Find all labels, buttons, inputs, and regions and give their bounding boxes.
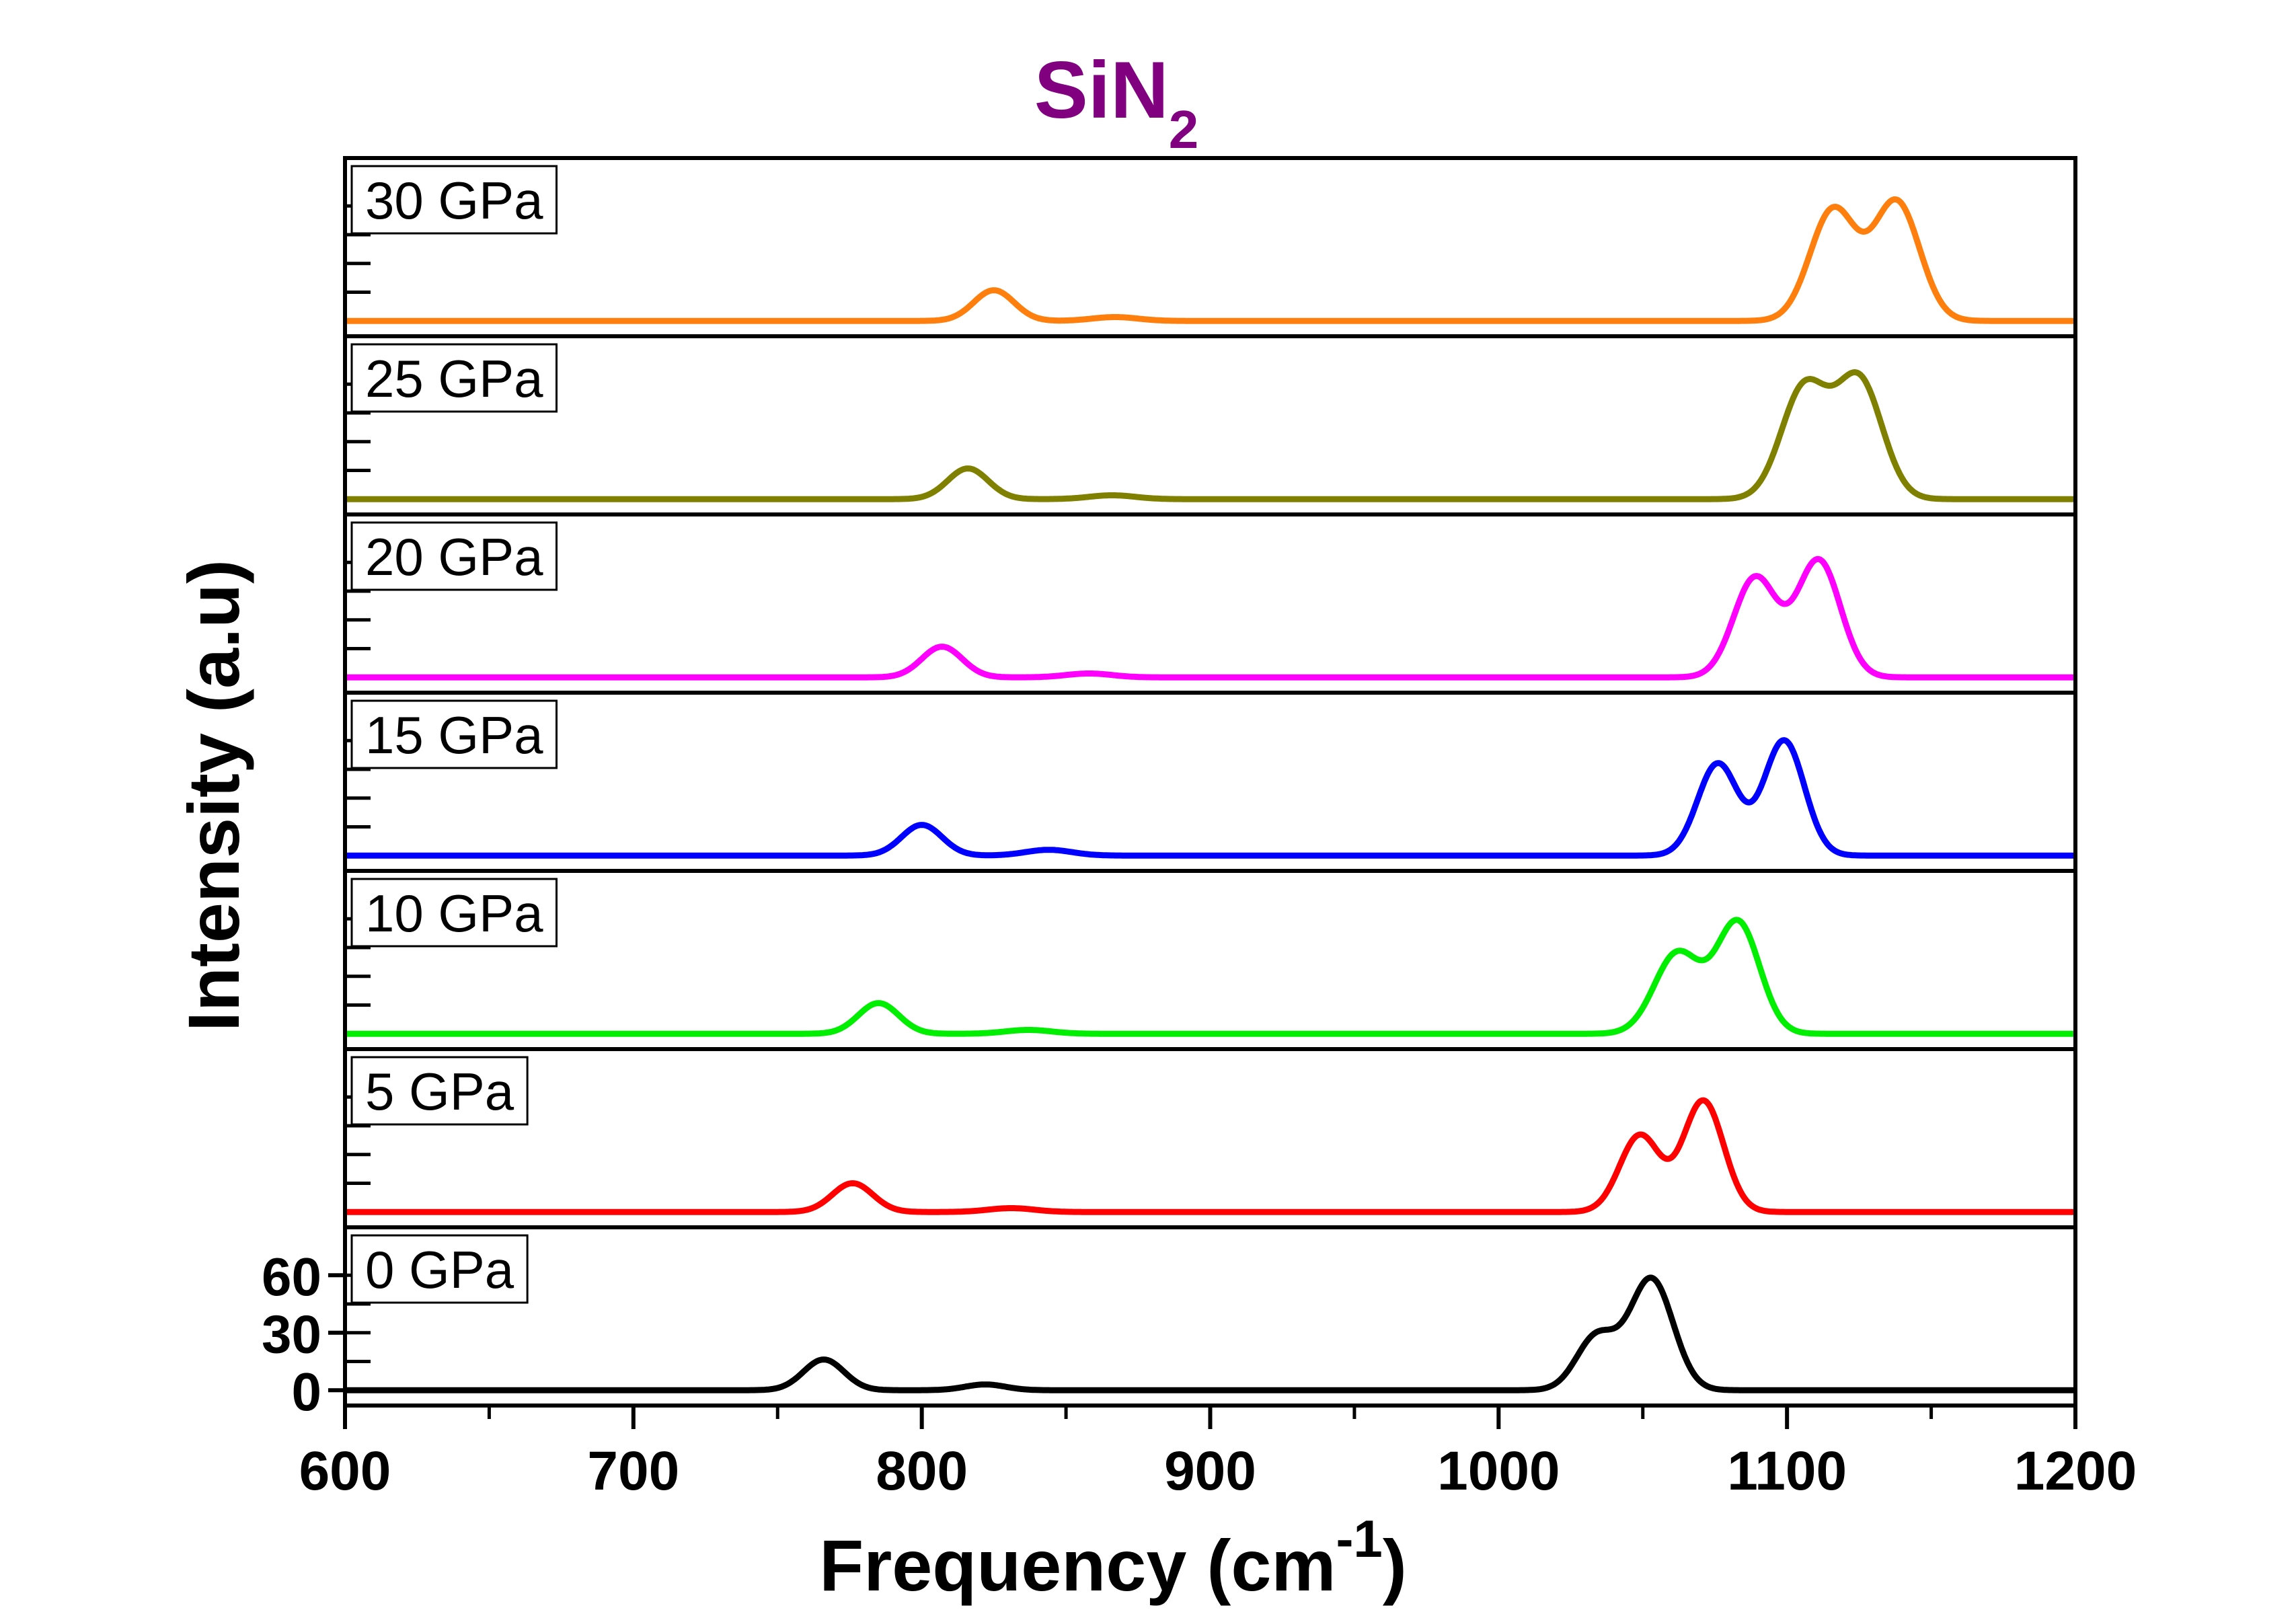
panel-label: 0 GPa	[365, 1240, 514, 1299]
panel-10-gpa: 10 GPa	[343, 869, 2077, 1051]
x-axis-label-superscript: -1	[1336, 1509, 1382, 1568]
y-tick-label: 60	[262, 1247, 321, 1307]
series-line-15-gpa	[343, 737, 2077, 859]
panel-label-box: 20 GPa	[350, 521, 558, 591]
panel-0-gpa: 0 GPa	[343, 1225, 2077, 1408]
chart-title-main: SiN	[1034, 45, 1169, 135]
x-tick-label: 800	[876, 1440, 968, 1502]
panel-label: 5 GPa	[365, 1062, 514, 1121]
panel-label: 20 GPa	[365, 527, 543, 586]
chart-title: SiN2	[1034, 45, 1199, 159]
panel-15-gpa: 15 GPa	[343, 691, 2077, 873]
panel-label-frame	[350, 343, 558, 413]
x-tick-label: 700	[587, 1440, 679, 1502]
panel-frame	[343, 334, 2077, 516]
x-axis-label-suffix: )	[1383, 1525, 1407, 1606]
panel-label-box: 30 GPa	[350, 165, 558, 235]
panel-label-box: 5 GPa	[350, 1056, 529, 1126]
panel-label: 30 GPa	[365, 171, 543, 230]
panel-frame	[343, 156, 2077, 338]
panels: 30 GPa 25 GPa 20 GPa 15 GPa 10 GPa 5 GPa 0 GPa	[343, 156, 2077, 1408]
y-tick-label: 30	[262, 1305, 321, 1365]
series-line-30-gpa	[343, 196, 2077, 324]
panel-label-frame	[350, 1234, 529, 1304]
panel-30-gpa: 30 GPa	[343, 156, 2077, 338]
panel-frame	[343, 691, 2077, 873]
panel-label-frame	[350, 165, 558, 235]
x-tick-label: 900	[1164, 1440, 1256, 1502]
panel-20-gpa: 20 GPa	[343, 512, 2077, 695]
panel-label: 15 GPa	[365, 705, 543, 765]
x-tick-label: 600	[299, 1440, 391, 1502]
x-axis-label: Frequency (cm-1)	[819, 1509, 1407, 1606]
chart-title-subscript: 2	[1169, 100, 1199, 159]
panel-label: 25 GPa	[365, 349, 543, 408]
panel-label-box: 25 GPa	[350, 343, 558, 413]
panel-label-box: 10 GPa	[350, 878, 558, 948]
panel-frame	[343, 869, 2077, 1051]
panel-frame	[343, 1047, 2077, 1229]
series-line-0-gpa	[343, 1274, 2077, 1393]
x-axis: 600 700 800 900 1000 1100 1200	[299, 1406, 2137, 1502]
x-tick-label: 1100	[1727, 1440, 1847, 1502]
panel-label-frame	[350, 1056, 529, 1126]
series-line-25-gpa	[343, 369, 2077, 502]
series-line-20-gpa	[343, 555, 2077, 681]
panel-label-frame	[350, 521, 558, 591]
panel-label-frame	[350, 699, 558, 769]
panel-5-gpa: 5 GPa	[343, 1047, 2077, 1229]
panel-25-gpa: 25 GPa	[343, 334, 2077, 516]
x-tick-label: 1000	[1437, 1440, 1560, 1502]
panel-label: 10 GPa	[365, 884, 543, 943]
panel-frame	[343, 512, 2077, 695]
x-tick-label: 1200	[2014, 1440, 2137, 1502]
panel-label-box: 0 GPa	[350, 1234, 529, 1304]
panel-label-frame	[350, 878, 558, 948]
x-axis-label-main: Frequency (cm	[819, 1525, 1336, 1606]
y-tick-label: 0	[292, 1362, 322, 1422]
series-line-5-gpa	[343, 1097, 2077, 1215]
series-line-10-gpa	[343, 917, 2077, 1037]
y-axis-label: Intensity (a.u)	[173, 560, 254, 1032]
panel-label-box: 15 GPa	[350, 699, 558, 769]
panel-frame	[343, 1225, 2077, 1408]
